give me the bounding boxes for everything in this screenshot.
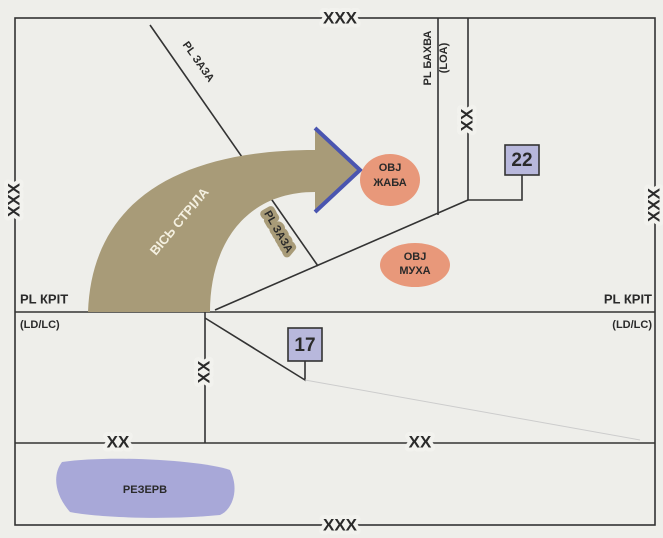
- corps-boundary-label: XXX: [323, 8, 358, 27]
- objective-name: МУХА: [399, 265, 430, 277]
- phase-line-code: (LOA): [438, 42, 450, 73]
- objective-name: ЖАБА: [372, 177, 406, 189]
- division-boundary-label: XX: [457, 108, 476, 131]
- unit-box: [504, 144, 540, 176]
- division-boundary-label: XX: [107, 432, 130, 451]
- unit-number: 22: [511, 150, 532, 171]
- objective: [380, 243, 450, 287]
- division-boundary-label: XX: [409, 432, 432, 451]
- phase-line-code: (LD/LC): [612, 319, 652, 331]
- corps-boundary: [14, 17, 656, 526]
- unit-number: 17: [294, 335, 315, 356]
- reserve-label: РЕЗЕРВ: [123, 484, 167, 496]
- faint-line: [304, 379, 641, 441]
- reserve-area: [56, 458, 235, 518]
- arrow-head: [313, 126, 363, 214]
- phase-line-name: PL КРІТ: [20, 291, 68, 306]
- objective-label: OBJ: [379, 162, 402, 174]
- phase-line-zaza: [149, 24, 319, 267]
- phase-line-name: PL КРІТ: [604, 291, 652, 306]
- phase-line-code: (LD/LC): [20, 319, 60, 331]
- axis-arrow: [88, 128, 360, 312]
- corps-boundary-label: XXX: [4, 182, 23, 217]
- corps-boundary-label: XXX: [644, 187, 663, 222]
- objective-label: OBJ: [404, 251, 427, 263]
- corps-boundary-label: XXX: [323, 515, 358, 534]
- objective: [360, 154, 420, 206]
- division-boundary: [214, 199, 469, 311]
- phase-line-name: PL БАХВА: [422, 30, 434, 85]
- unit-connector: [468, 175, 523, 201]
- division-boundary-label: XX: [194, 360, 213, 383]
- unit-box: [287, 327, 323, 362]
